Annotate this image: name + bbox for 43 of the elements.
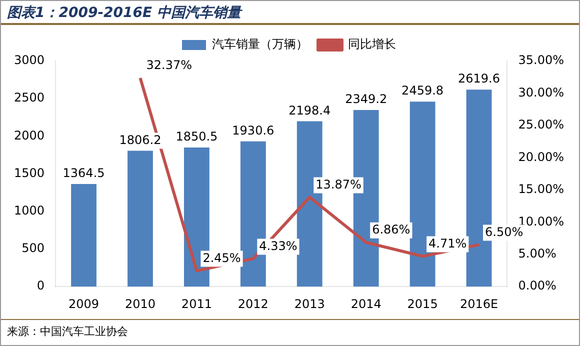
y-tick-label: 2000 — [14, 128, 45, 142]
y2-tick-label: 15.00% — [518, 182, 564, 196]
data-label: 4.33% — [259, 238, 298, 253]
y2-tick-label: 20.00% — [518, 150, 564, 164]
data-label: 6.50% — [485, 224, 524, 239]
x-tick-label: 2011 — [181, 296, 212, 311]
y2-tick-label: 25.00% — [518, 118, 564, 132]
data-label: 2459.8 — [402, 84, 444, 98]
y-tick-label: 500 — [22, 241, 45, 256]
x-tick-label: 2015 — [407, 296, 438, 311]
data-label: 1850.5 — [176, 130, 218, 144]
source-note: 来源：中国汽车工业协会 — [7, 325, 128, 338]
y-tick-label: 0 — [36, 278, 45, 293]
x-tick-label: 2012 — [238, 296, 268, 311]
data-label: 6.86% — [372, 222, 410, 237]
y2-tick-label: 30.00% — [518, 85, 564, 100]
y2-tick-label: 0.00% — [518, 278, 556, 293]
data-label: 1930.6 — [232, 124, 274, 138]
chart-title: 图表1：2009-2016E 中国汽车销量 — [1, 1, 579, 25]
y-tick-label: 1000 — [14, 204, 45, 218]
x-tick-label: 2009 — [68, 296, 100, 311]
data-label: 2349.2 — [345, 92, 388, 106]
data-label: 4.71% — [428, 236, 467, 250]
x-tick-label: 2013 — [294, 296, 325, 311]
data-label: 1364.5 — [62, 166, 105, 180]
bar — [128, 150, 153, 287]
legend-label: 同比增长 — [348, 37, 396, 52]
y2-tick-label: 5.00% — [518, 246, 556, 260]
x-tick-label: 2010 — [124, 296, 156, 311]
data-label: 32.37% — [146, 58, 192, 72]
data-label: 2619.6 — [458, 72, 500, 86]
y-tick-label: 2500 — [14, 90, 45, 105]
y-tick-label: 1500 — [14, 166, 45, 180]
y-tick-label: 3000 — [14, 53, 45, 68]
data-label: 13.87% — [316, 177, 362, 192]
x-tick-label: 2016E — [460, 296, 498, 311]
bar — [71, 184, 96, 287]
x-tick-label: 2014 — [350, 296, 382, 311]
data-label: 2.45% — [202, 250, 241, 265]
data-label: 1806.2 — [119, 132, 162, 147]
data-label: 2198.4 — [288, 103, 331, 118]
legend-label: 汽车销量（万辆） — [212, 37, 308, 52]
y2-tick-label: 35.00% — [518, 53, 564, 68]
